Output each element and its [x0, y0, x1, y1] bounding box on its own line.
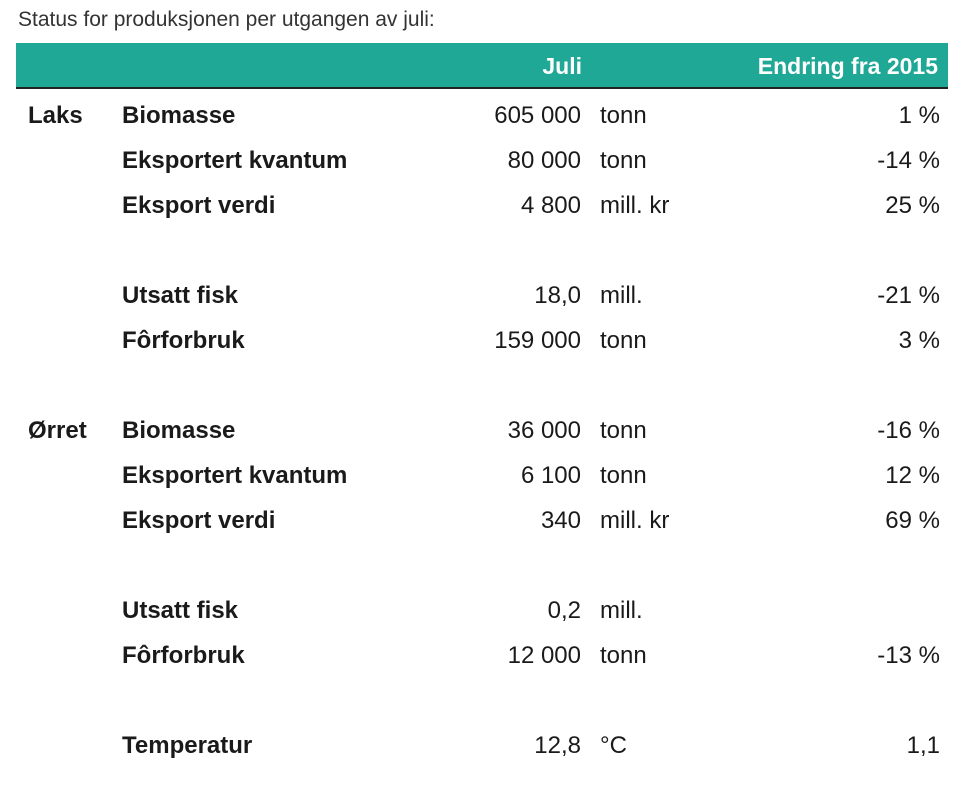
- value: 340: [540, 507, 581, 534]
- unit: tonn: [600, 327, 647, 354]
- row-label: Temperatur: [122, 732, 253, 759]
- title: Status for produksjonen per utgangen av …: [18, 8, 435, 31]
- value: 6 100: [520, 462, 581, 489]
- row-label: Biomasse: [122, 102, 236, 129]
- value: 18,0: [534, 282, 581, 309]
- header-change: Endring fra 2015: [757, 53, 938, 79]
- unit: mill.: [600, 597, 643, 624]
- value: 12 000: [507, 642, 581, 669]
- change: 1 %: [898, 102, 940, 129]
- unit: mill.: [600, 282, 643, 309]
- change: 25 %: [885, 192, 940, 219]
- species: Ørret: [28, 417, 87, 444]
- change: 1,1: [906, 732, 940, 759]
- change: 3 %: [898, 327, 940, 354]
- row-label: Eksportert kvantum: [122, 462, 348, 489]
- value: 36 000: [507, 417, 581, 444]
- row-label: Biomasse: [122, 417, 236, 444]
- row-label: Fôrforbruk: [122, 327, 245, 354]
- row-label: Eksport verdi: [122, 192, 276, 219]
- unit: mill. kr: [600, 192, 670, 219]
- unit: tonn: [600, 417, 647, 444]
- row-label: Utsatt fisk: [122, 597, 239, 624]
- change: -21 %: [877, 282, 940, 309]
- value: 605 000: [494, 102, 581, 129]
- unit: °C: [600, 732, 627, 759]
- value: 12,8: [534, 732, 581, 759]
- header-bar: Juli Endring fra 2015: [16, 43, 948, 89]
- row-label: Eksportert kvantum: [122, 147, 348, 174]
- change: -14 %: [877, 147, 940, 174]
- unit: mill. kr: [600, 507, 670, 534]
- value: 0,2: [547, 597, 581, 624]
- row-label: Eksport verdi: [122, 507, 276, 534]
- unit: tonn: [600, 462, 647, 489]
- unit: tonn: [600, 642, 647, 669]
- row-label: Utsatt fisk: [122, 282, 239, 309]
- change: 69 %: [885, 507, 940, 534]
- header-value: Juli: [542, 53, 582, 79]
- value: 159 000: [494, 327, 581, 354]
- value: 80 000: [507, 147, 581, 174]
- value: 4 800: [520, 192, 581, 219]
- change: -16 %: [877, 417, 940, 444]
- unit: tonn: [600, 102, 647, 129]
- row-label: Fôrforbruk: [122, 642, 245, 669]
- change: -13 %: [877, 642, 940, 669]
- unit: tonn: [600, 147, 647, 174]
- change: 12 %: [885, 462, 940, 489]
- species: Laks: [28, 102, 83, 129]
